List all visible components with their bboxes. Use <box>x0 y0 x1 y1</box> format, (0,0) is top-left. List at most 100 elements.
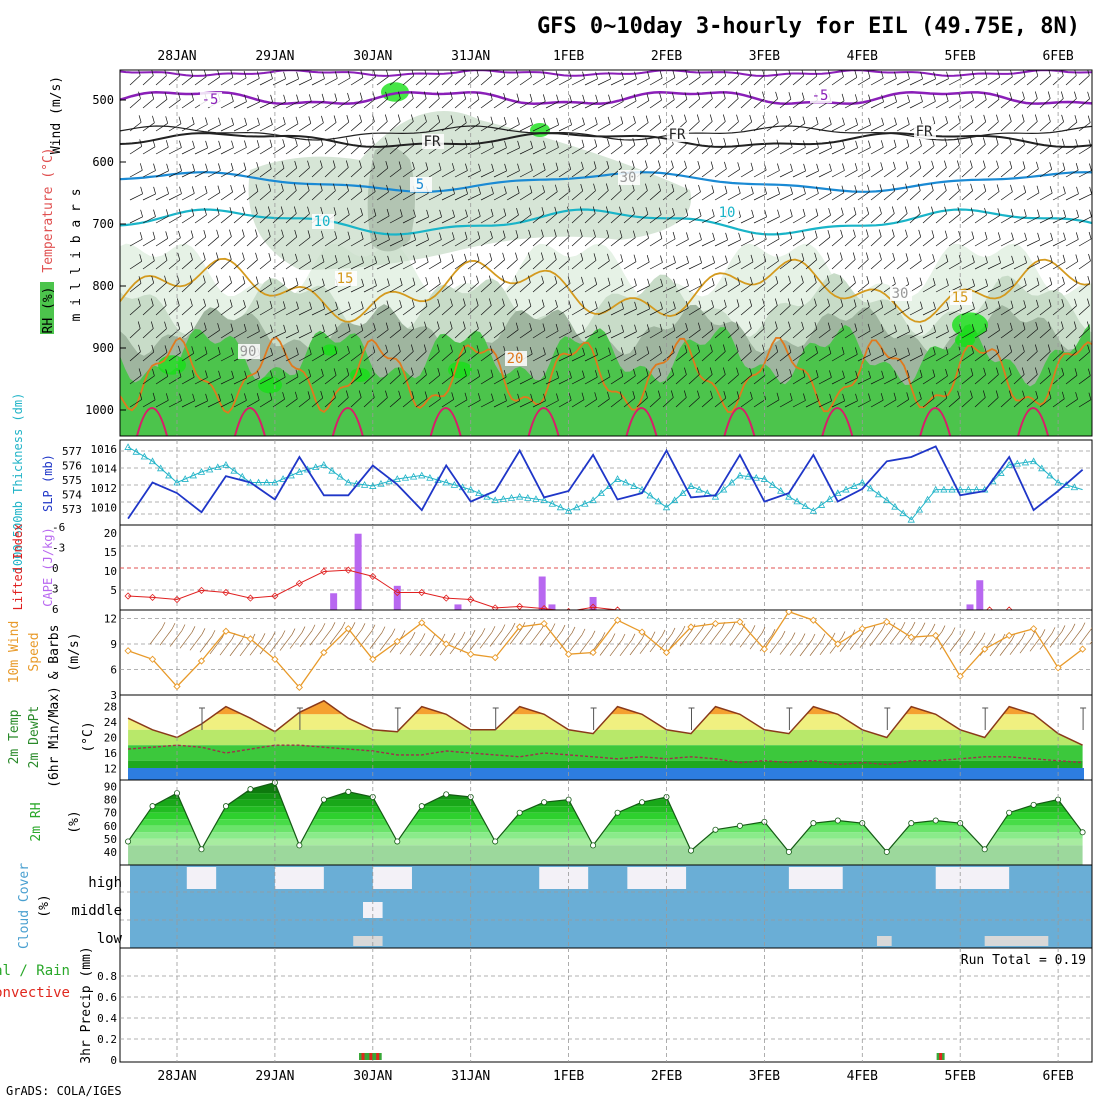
wind-barb-shaft <box>1013 121 1025 132</box>
wind-barb-flag <box>164 253 168 261</box>
wind-barb-shaft <box>922 354 936 362</box>
wind-barb-flag <box>1048 138 1052 146</box>
wind-barb-flag <box>946 324 949 332</box>
wind-barb-flag <box>971 324 975 332</box>
wind-barb-flag <box>477 116 480 124</box>
wind-barb-flag <box>867 323 871 331</box>
wind-barb-flag <box>985 301 988 309</box>
wind-barb-shaft <box>194 236 207 247</box>
wind-barb-shaft <box>363 374 375 385</box>
wind-barb-shaft <box>870 259 882 270</box>
wind-barb-shaft <box>493 259 505 270</box>
wind-barb-flag <box>151 275 155 284</box>
precip-convective-bar <box>361 1053 365 1060</box>
wind-barb-shaft <box>766 146 780 155</box>
wind-barb-shaft <box>311 237 324 247</box>
wind-barb-shaft <box>675 99 688 109</box>
thickness-marker <box>540 496 548 504</box>
wind-barb-shaft <box>402 284 416 293</box>
wind-barb-shaft <box>402 374 414 385</box>
wind-barb-flag <box>282 277 286 285</box>
wind-barb-flag <box>1087 368 1091 376</box>
wind-barb-flag <box>777 209 780 217</box>
wind-barb-shaft <box>298 353 312 362</box>
precip-tick-label: 0.6 <box>97 991 117 1004</box>
wind10m-barb <box>839 635 853 652</box>
wind-barb-shaft <box>1065 375 1078 385</box>
thickness-marker <box>132 447 140 455</box>
wind10m-barb <box>619 639 633 657</box>
wind-barb-shaft <box>987 99 1000 109</box>
wind-barb-shaft <box>337 285 351 293</box>
wind-barb-shaft <box>714 262 728 270</box>
wind-barb-shaft <box>506 400 520 408</box>
wind-barb-flag <box>932 116 936 124</box>
wind-barb-shaft <box>961 99 974 109</box>
li-tick-label: -3 <box>52 542 65 555</box>
wind-barb-flag <box>907 71 910 79</box>
wind-barb-shaft <box>532 236 544 247</box>
thickness-marker <box>719 485 728 493</box>
thickness-marker <box>263 478 271 486</box>
wind-barb-flag <box>673 301 676 309</box>
wind-barb-flag <box>659 323 663 332</box>
wind-barb-flag <box>309 324 312 332</box>
wind-barb-shaft <box>818 76 831 86</box>
wind-barb-flag <box>464 368 467 376</box>
wind-barb-flag <box>216 299 220 307</box>
cape-bar <box>393 585 401 610</box>
wind-barb-flag <box>371 137 375 145</box>
wind-barb-shaft <box>129 122 142 132</box>
wind-barb-shaft <box>129 328 141 339</box>
wind10m-barb <box>479 632 493 649</box>
thickness-marker <box>1054 478 1062 486</box>
wind-barb-flag <box>346 207 350 215</box>
wind-barb-shaft <box>467 328 479 339</box>
bottom-date-axis: 28JAN 29JAN 30JAN 31JAN 1FEB 2FEB 3FEB 4FEB 5FEB… <box>157 1069 1073 1084</box>
wind-barb-shaft <box>519 214 532 224</box>
wind-barb-flag <box>1074 276 1078 284</box>
wind-barb-flag <box>842 140 845 148</box>
wind-barb-shaft <box>519 236 531 247</box>
wind-barb-flag <box>256 300 260 308</box>
wind-barb-flag <box>879 276 883 284</box>
wind-barb-shaft <box>129 193 143 201</box>
wind-barb-shaft <box>753 375 766 385</box>
wind-barb-shaft <box>688 329 701 339</box>
wind-barb-shaft <box>324 397 336 408</box>
wind-barb-flag <box>517 370 520 378</box>
wind-barb-flag <box>594 370 598 378</box>
thickness-marker <box>670 496 679 504</box>
wind-barb-shaft <box>337 262 351 270</box>
bottom-date-label: 1FEB <box>553 1069 584 1084</box>
wind-barb-shaft <box>194 76 207 86</box>
wind-barb-shaft <box>883 101 897 109</box>
wind-barb-flag <box>244 94 247 102</box>
thickness-marker <box>197 468 206 475</box>
wind-barb-flag <box>528 299 532 307</box>
wind-speed-marker <box>736 618 744 626</box>
wind-barb-flag <box>463 91 467 99</box>
wind-barb-flag <box>270 117 273 125</box>
wind-barb-flag <box>451 163 455 171</box>
wind-barb-shaft <box>831 305 844 316</box>
thickness-marker <box>320 460 328 468</box>
wind10m-barb <box>1009 638 1023 655</box>
wind-barb-shaft <box>1039 192 1053 201</box>
wind-barb-flag <box>775 115 779 123</box>
wind-barb-shaft <box>376 351 388 362</box>
wind-barb-shaft <box>207 353 221 362</box>
wind-barb-flag <box>386 208 390 217</box>
wind-barb-shaft <box>207 214 220 224</box>
wind-barb-flag <box>868 94 871 102</box>
wind-barb-flag <box>346 368 350 376</box>
wind-barb-flag <box>802 369 806 377</box>
rh-marker <box>590 842 597 849</box>
wind-barb-shaft <box>363 285 377 293</box>
wind10m-barb <box>359 630 373 647</box>
slp-tick-label: 1012 <box>91 482 118 495</box>
wind-barb-shaft <box>545 330 559 339</box>
wind-barb-flag <box>722 91 726 99</box>
wind-barb-shaft <box>935 237 948 247</box>
